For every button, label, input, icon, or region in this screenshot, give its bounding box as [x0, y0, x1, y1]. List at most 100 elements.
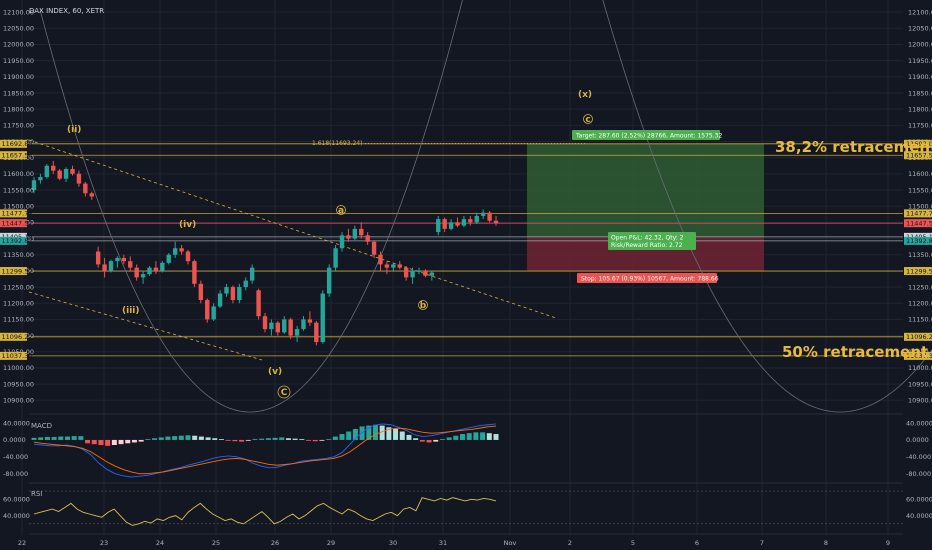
price-tick: 12050.00: [908, 25, 932, 33]
wave-circle: [418, 300, 428, 310]
price-axis[interactable]: 10900.00 10900.00 10950.00 10950.00 11000.00…: [0, 8, 932, 405]
price-level-tag: [904, 236, 932, 245]
candle-body: [371, 241, 377, 255]
price-candles[interactable]: [31, 160, 499, 346]
wave-circle: [336, 205, 346, 215]
horizontal-levels: [29, 143, 903, 357]
candle-body: [384, 264, 390, 268]
candle-body: [275, 322, 281, 333]
wave-circle: [583, 114, 593, 124]
svg-text:Risk/Reward Ratio: 2.72: Risk/Reward Ratio: 2.72: [611, 242, 683, 249]
macd-histogram-bar: [285, 438, 291, 440]
price-level-tag-left: [0, 219, 27, 228]
rsi-tick-left: 40.0000: [3, 512, 30, 520]
candle-body: [172, 248, 178, 255]
candle-body: [57, 170, 62, 179]
candle-body: [83, 183, 88, 194]
rsi-tick-left: 60.0000: [3, 496, 30, 504]
price-level-tag-text: 11392.82: [906, 237, 932, 245]
macd-histogram-bar: [78, 436, 84, 440]
macd-histogram-bar: [38, 437, 44, 440]
macd-histogram-bar: [138, 439, 144, 442]
price-level-tag-text: 11692.85: [906, 140, 932, 148]
macd-histogram-bar: [225, 439, 231, 441]
time-tick: 30: [389, 539, 397, 547]
price-tick: 12100.00: [908, 8, 932, 16]
svg-text:Stop: 105.67 (0.93%) 10567, Am: Stop: 105.67 (0.93%) 10567, Amount: 788.…: [581, 276, 719, 283]
macd-histogram-bar: [493, 434, 499, 440]
candle-body: [256, 290, 261, 317]
macd-histogram-bar: [292, 438, 298, 440]
macd-tick: 0.0000: [906, 436, 929, 444]
chart-title: DAX INDEX, 60, XETR: [29, 7, 104, 15]
candle-body: [410, 270, 415, 278]
price-tick: 11000.00: [908, 364, 932, 372]
price-level-tag-left-text: 11392.82: [2, 237, 33, 245]
candle-body: [282, 319, 287, 333]
macd-histogram-bar: [372, 424, 378, 440]
macd-tick: -80.000: [906, 470, 931, 478]
pnl-label: Open P&L: 42.32, Qty: 2 Risk/Reward Rati…: [608, 232, 696, 250]
price-tick-left: 12100.00: [3, 8, 34, 16]
price-tick-left: 11250.00: [3, 283, 34, 291]
time-axis[interactable]: 22 23 24 25 26 29 30 31 Nov 2 5 6 7 8 9: [18, 539, 890, 547]
candle-body: [224, 287, 229, 294]
candle-body: [365, 235, 370, 242]
price-tick-left: 10900.00: [3, 397, 34, 405]
rsi-title: RSI: [31, 490, 42, 498]
candle-body: [352, 228, 358, 239]
candle-body: [326, 267, 332, 294]
wave-label: (iii): [122, 306, 139, 316]
price-tick: 11950.00: [908, 57, 932, 65]
macd-histogram-bar: [111, 439, 117, 445]
target-zone[interactable]: [527, 143, 764, 237]
candle-body: [185, 251, 191, 262]
price-level-tag: [904, 332, 932, 341]
rsi-pane: 60.0000 60.0000 40.0000 40.0000: [3, 490, 932, 526]
macd-histogram-bar: [198, 436, 204, 440]
macd-histogram-bar: [44, 436, 50, 440]
macd-histogram-bar: [346, 431, 352, 440]
time-tick: 2: [568, 539, 572, 547]
price-tick-left: 10950.00: [3, 380, 34, 388]
price-level-tag: [904, 139, 932, 148]
macd-histogram-bar: [386, 427, 392, 440]
candle-body: [44, 165, 50, 178]
price-level-tag-left: [0, 209, 27, 218]
price-level-tag-left: [0, 267, 27, 276]
macd-histogram-bar: [279, 437, 285, 440]
macd-histogram-bar: [446, 437, 452, 440]
candle-body: [314, 322, 319, 343]
macd-histogram-bar: [239, 439, 245, 442]
macd-histogram-bar: [312, 439, 318, 442]
candle-body: [262, 316, 268, 330]
time-tick: 26: [271, 539, 279, 547]
candle-body: [230, 287, 236, 301]
price-level-tag-text: 11447.51: [906, 219, 932, 227]
price-level-tag-left-text: 11037.30: [2, 352, 33, 360]
macd-histogram-bar: [272, 437, 278, 440]
candle-body: [134, 267, 139, 278]
candle-body: [448, 222, 454, 229]
macd-histogram-bar: [152, 438, 158, 440]
price-tick: 12000.00: [908, 41, 932, 49]
macd-histogram-bar: [232, 439, 238, 442]
candle-body: [31, 180, 37, 191]
price-level-tag: [904, 232, 932, 241]
macd-histogram-bar: [352, 428, 358, 440]
price-level-tag-left: [0, 151, 27, 160]
macd-histogram-bar: [319, 439, 325, 441]
price-level-tag-text: 11477.78: [906, 210, 932, 218]
macd-histogram-bar: [326, 439, 332, 440]
fib-extension-label: 1.618(11693.24): [312, 140, 363, 147]
candle-body: [455, 222, 460, 226]
candle-body: [205, 300, 210, 320]
macd-histogram-bar: [145, 439, 151, 440]
time-tick: Nov: [504, 539, 517, 547]
macd-tick-left: 40.0000: [3, 419, 30, 427]
macd-histogram-bar: [339, 434, 345, 440]
price-tick: 11150.00: [908, 316, 932, 324]
candle-body: [192, 261, 197, 284]
